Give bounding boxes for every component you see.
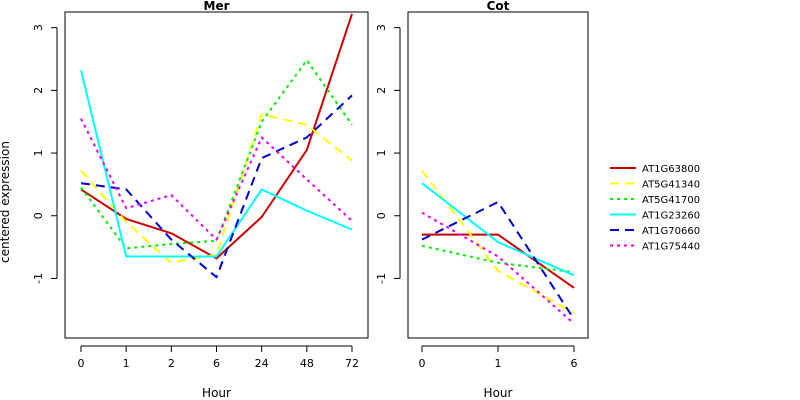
- x-tick-label: 0: [78, 357, 85, 370]
- plot-frame: [64, 11, 369, 339]
- legend-label: AT1G70660: [642, 226, 700, 237]
- y-tick-label: -1: [375, 273, 388, 284]
- legend-label: AT1G23260: [642, 211, 700, 222]
- panel-cot: Cot 0 1 6 -1 0 1 2 3 Hour: [375, 0, 589, 400]
- y-tick-label: 2: [32, 87, 45, 94]
- panel-mer: Mer 0 1 2 6 24 48 72 -1 0 1 2 3 Hour: [32, 0, 369, 400]
- series-line-at5g41340: [80, 113, 353, 264]
- x-tick-label: 24: [255, 357, 269, 370]
- legend-label: AT1G63800: [642, 164, 700, 175]
- x-tick-label: 1: [123, 357, 130, 370]
- legend-label: AT5G41340: [642, 180, 700, 191]
- y-tick-label: 3: [32, 24, 45, 31]
- series-line-at1g63800: [422, 233, 575, 289]
- series-line-at5g41340: [421, 169, 575, 314]
- y-tick-label: 1: [375, 150, 388, 157]
- series-line-at1g23260: [421, 182, 575, 277]
- legend-label: AT5G41700: [642, 195, 700, 206]
- series-line-at1g75440: [80, 118, 353, 241]
- x-tick-label: 48: [300, 357, 314, 370]
- series-line-at5g41700: [80, 59, 353, 250]
- x-tick-label: 6: [571, 357, 578, 370]
- plot-frame: [407, 11, 589, 339]
- x-axis-title: Hour: [202, 386, 231, 400]
- x-tick-label: 72: [345, 357, 359, 370]
- legend: AT1G63800 AT5G41340 AT5G41700 AT1G23260 AT1G…: [610, 164, 700, 253]
- x-tick-label: 1: [495, 357, 502, 370]
- series-line-at1g75440: [421, 211, 575, 325]
- y-tick-label: 3: [375, 24, 388, 31]
- y-tick-label: 0: [375, 212, 388, 219]
- x-tick-label: 6: [213, 357, 220, 370]
- series-line-at1g70660: [80, 94, 353, 279]
- x-tick-label: 2: [168, 357, 175, 370]
- panel-title: Mer: [204, 0, 230, 13]
- x-tick-label: 0: [419, 357, 426, 370]
- panel-title: Cot: [487, 0, 510, 13]
- series-line-at1g23260: [80, 70, 353, 258]
- y-tick-label: -1: [32, 273, 45, 284]
- series-line-at1g70660: [421, 201, 575, 320]
- y-tick-label: 0: [32, 212, 45, 219]
- x-axis-title: Hour: [484, 386, 513, 400]
- legend-label: AT1G75440: [642, 242, 700, 253]
- series-line-at5g41700: [421, 244, 575, 274]
- y-tick-label: 1: [32, 150, 45, 157]
- y-tick-label: 2: [375, 87, 388, 94]
- y-axis-title: centered expression: [0, 141, 12, 263]
- series-line-at1g63800: [80, 13, 353, 260]
